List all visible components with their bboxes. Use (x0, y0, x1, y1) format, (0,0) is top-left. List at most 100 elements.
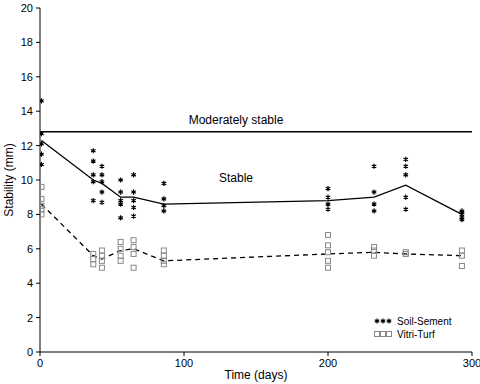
legend-marker (375, 318, 380, 323)
point (118, 246, 123, 251)
plot-area (40, 98, 472, 270)
x-tick-label: 100 (175, 357, 193, 369)
point (40, 131, 44, 136)
legend-marker (381, 332, 386, 337)
y-tick-label: 6 (27, 243, 33, 255)
point (91, 251, 96, 256)
point (372, 245, 377, 250)
point (459, 248, 464, 253)
point (99, 248, 104, 253)
mean-line (41, 204, 461, 261)
point (403, 250, 408, 255)
point (404, 157, 409, 162)
point (91, 172, 96, 177)
y-tick (36, 317, 40, 318)
point (131, 238, 136, 243)
point (131, 172, 136, 177)
x-tick (472, 352, 473, 356)
x-tick-label: 200 (319, 357, 337, 369)
annotation: Moderately stable (189, 113, 284, 127)
y-tick (36, 283, 40, 284)
y-tick (36, 111, 40, 112)
point (91, 257, 96, 262)
point (403, 251, 408, 256)
x-tick-label: 300 (463, 357, 480, 369)
point (40, 152, 44, 157)
point (404, 195, 409, 200)
point (161, 248, 166, 253)
point (40, 207, 44, 212)
legend-label: Vitri-Turf (397, 329, 435, 340)
y-tick (36, 76, 40, 77)
point (162, 196, 167, 201)
y-tick (36, 8, 40, 9)
point (372, 201, 377, 206)
point (131, 251, 136, 256)
y-tick (36, 42, 40, 43)
point (372, 253, 377, 258)
point (326, 265, 331, 270)
point (40, 141, 44, 146)
point (100, 200, 105, 205)
point (326, 258, 331, 263)
point (372, 164, 377, 169)
point (459, 264, 464, 269)
point (131, 214, 136, 219)
point (118, 239, 123, 244)
y-tick (36, 352, 40, 353)
y-tick-label: 16 (21, 71, 33, 83)
x-tick (184, 352, 185, 356)
point (118, 215, 123, 220)
legend-marker (387, 318, 392, 323)
point (326, 250, 331, 255)
point (404, 172, 409, 177)
y-axis-label: Stability (mm) (2, 143, 16, 216)
point (404, 207, 409, 212)
point (460, 217, 465, 222)
point (100, 172, 105, 177)
point (404, 164, 409, 169)
y-tick (36, 180, 40, 181)
y-tick-label: 18 (21, 36, 33, 48)
y-tick-label: 2 (27, 312, 33, 324)
point (326, 207, 331, 212)
point (131, 205, 136, 210)
point (459, 253, 464, 258)
point (161, 258, 166, 263)
point (40, 212, 44, 217)
point (99, 253, 104, 258)
mean-line (41, 140, 461, 214)
point (40, 196, 44, 201)
point (326, 243, 331, 248)
point (118, 201, 123, 206)
chart-svg: 024681012141618200100200300Time (days)St… (0, 0, 480, 384)
legend: Soil-Sement Vitri-Turf (375, 316, 452, 340)
x-axis-line (40, 352, 472, 353)
point (40, 162, 44, 167)
point (40, 184, 44, 189)
point (118, 253, 123, 258)
point (91, 198, 96, 203)
x-axis-label: Time (days) (225, 368, 288, 382)
point (372, 208, 377, 213)
point (99, 258, 104, 263)
point (99, 265, 104, 270)
point (91, 158, 96, 163)
legend-marker (375, 332, 380, 337)
point (91, 148, 96, 153)
point (100, 179, 105, 184)
point (326, 233, 331, 238)
legend-marker (387, 332, 392, 337)
y-tick-label: 0 (27, 346, 33, 358)
point (326, 201, 331, 206)
y-tick-label: 10 (21, 174, 33, 186)
legend-marker (381, 318, 386, 323)
point (326, 195, 331, 200)
legend-label: Soil-Sement (397, 316, 452, 327)
point (162, 203, 167, 208)
chart-container: 024681012141618200100200300Time (days)St… (0, 0, 480, 384)
point (91, 179, 96, 184)
x-tick-label: 0 (37, 357, 43, 369)
x-tick (328, 352, 329, 356)
point (161, 253, 166, 258)
